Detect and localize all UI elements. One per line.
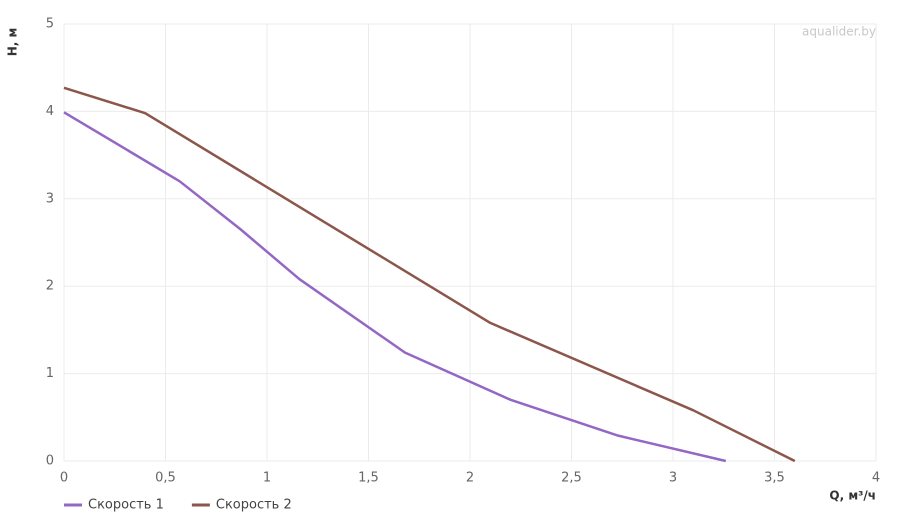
watermark: aqualider.by — [802, 25, 876, 39]
x-tick-label: 3 — [669, 471, 677, 486]
x-axis-label: Q, м³/ч — [829, 489, 876, 503]
x-tick-label: 2,5 — [561, 471, 582, 486]
x-tick-label: 1,5 — [358, 471, 379, 486]
y-tick-label: 0 — [46, 454, 54, 469]
x-tick-label: 0,5 — [155, 471, 176, 486]
y-tick-label: 1 — [46, 366, 54, 381]
y-tick-label: 4 — [46, 104, 54, 119]
y-tick-label: 5 — [46, 17, 54, 32]
y-tick-label: 2 — [46, 279, 54, 294]
y-axis-label: H, м — [6, 28, 20, 57]
x-tick-label: 4 — [872, 471, 880, 486]
x-tick-label: 1 — [263, 471, 271, 486]
y-tick-label: 3 — [46, 191, 54, 206]
x-tick-label: 0 — [60, 471, 68, 486]
legend-label: Скорость 2 — [216, 498, 292, 513]
x-tick-label: 2 — [466, 471, 474, 486]
legend-label: Скорость 1 — [88, 498, 164, 513]
series-line — [63, 111, 727, 463]
x-tick-label: 3,5 — [764, 471, 785, 486]
series-line — [63, 86, 796, 463]
